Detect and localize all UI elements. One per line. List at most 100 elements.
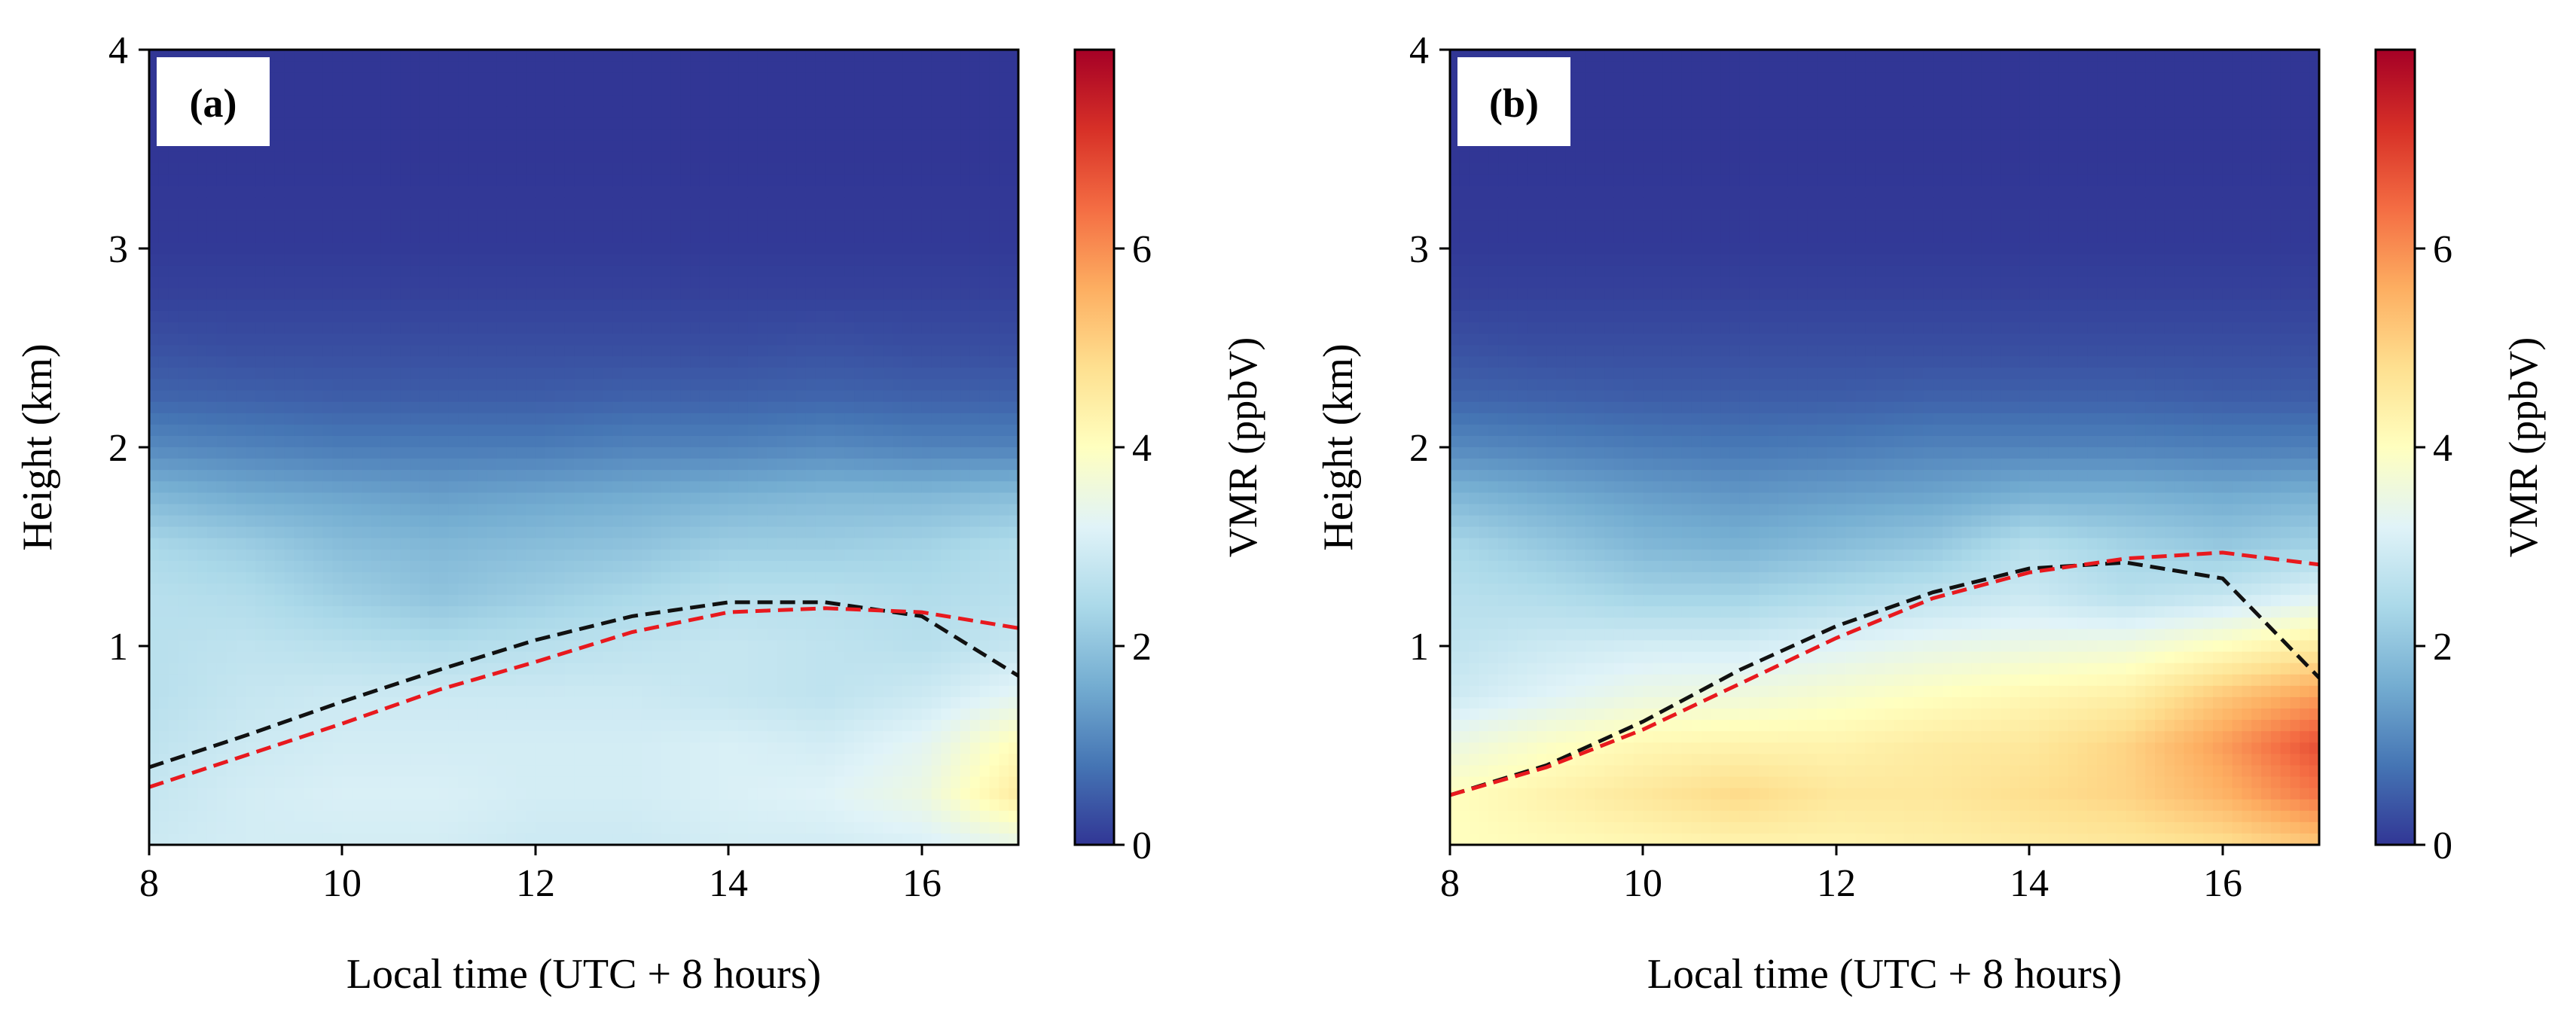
heatmap-cell — [420, 356, 430, 369]
heatmap-cell — [825, 209, 836, 221]
heatmap-cell — [728, 356, 739, 369]
heatmap-cell — [496, 470, 508, 483]
heatmap-cell — [264, 186, 276, 198]
heatmap-cell — [294, 220, 304, 233]
heatmap-cell — [738, 254, 749, 267]
heatmap-cell — [420, 571, 430, 584]
heatmap-cell — [448, 61, 459, 73]
heatmap-cell — [352, 663, 362, 675]
heatmap-cell — [526, 459, 536, 471]
heatmap-cell — [304, 209, 314, 221]
heatmap-cell — [390, 663, 401, 675]
heatmap-cell — [584, 322, 594, 334]
heatmap-cell — [979, 220, 990, 233]
heatmap-cell — [805, 470, 816, 483]
heatmap-cell — [477, 413, 488, 425]
heatmap-cell — [709, 334, 720, 346]
heatmap-cell — [641, 197, 652, 209]
heatmap-cell — [545, 435, 556, 448]
heatmap-cell — [719, 129, 730, 142]
heatmap-cell — [584, 470, 594, 483]
heatmap-cell — [969, 595, 981, 607]
heatmap-cell — [632, 186, 642, 198]
heatmap-cell — [526, 492, 536, 505]
heatmap-cell — [332, 651, 343, 664]
heatmap-cell — [178, 629, 189, 642]
heatmap-cell — [622, 571, 633, 584]
heatmap-cell — [535, 617, 546, 630]
heatmap-cell — [448, 163, 459, 175]
heatmap-cell — [149, 629, 160, 642]
heatmap-cell — [1009, 367, 1018, 380]
heatmap-cell — [400, 345, 411, 358]
heatmap-cell — [197, 470, 208, 483]
heatmap-cell — [226, 584, 237, 596]
heatmap-cell — [651, 390, 662, 403]
heatmap-cell — [767, 504, 778, 517]
heatmap-cell — [496, 276, 508, 289]
heatmap-cell — [342, 584, 353, 596]
heatmap-cell — [815, 61, 826, 73]
heatmap-cell — [612, 209, 624, 221]
heatmap-cell — [989, 151, 1000, 164]
heatmap-cell — [815, 401, 826, 414]
heatmap-cell — [487, 220, 498, 233]
heatmap-cell — [854, 424, 865, 437]
heatmap-cell — [438, 435, 450, 448]
heatmap-cell — [805, 651, 816, 664]
heatmap-cell — [622, 151, 633, 164]
heatmap-cell — [584, 651, 594, 664]
heatmap-cell — [420, 50, 430, 62]
heatmap-cell — [380, 390, 392, 403]
heatmap-cell — [506, 276, 517, 289]
heatmap-cell — [1009, 151, 1018, 164]
heatmap-cell — [236, 435, 247, 448]
heatmap-cell — [593, 571, 604, 584]
heatmap-cell — [747, 651, 758, 664]
heatmap-cell — [496, 299, 508, 312]
heatmap-cell — [815, 174, 826, 187]
heatmap-cell — [477, 629, 488, 642]
heatmap-cell — [883, 560, 894, 573]
heatmap-cell — [458, 61, 469, 73]
heatmap-cell — [216, 435, 227, 448]
heatmap-cell — [332, 231, 343, 244]
heatmap-cell — [487, 447, 498, 459]
heatmap-cell — [709, 50, 720, 62]
heatmap-cell — [883, 617, 894, 630]
heatmap-cell — [979, 640, 990, 653]
heatmap-cell — [188, 367, 198, 380]
heatmap-cell — [921, 310, 932, 323]
heatmap-cell — [747, 459, 758, 471]
heatmap-cell — [178, 526, 189, 539]
heatmap-cell — [342, 390, 353, 403]
heatmap-cell — [719, 50, 730, 62]
heatmap-cell — [941, 651, 952, 664]
heatmap-cell — [304, 459, 314, 471]
heatmap-cell — [342, 322, 353, 334]
heatmap-cell — [380, 61, 392, 73]
heatmap-cell — [400, 197, 411, 209]
heatmap-cell — [999, 435, 1009, 448]
heatmap-cell — [902, 299, 913, 312]
heatmap-cell — [178, 515, 189, 528]
heatmap-cell — [332, 413, 343, 425]
heatmap-cell — [632, 526, 642, 539]
heatmap-cell — [246, 459, 256, 471]
heatmap-cell — [1009, 299, 1018, 312]
heatmap-cell — [690, 72, 700, 85]
heatmap-cell — [902, 538, 913, 550]
heatmap-cell — [680, 197, 691, 209]
heatmap-cell — [873, 151, 884, 164]
heatmap-cell — [294, 584, 304, 596]
heatmap-cell — [931, 549, 942, 562]
heatmap-cell — [342, 674, 353, 687]
heatmap-cell — [304, 424, 314, 437]
heatmap-cell — [284, 231, 295, 244]
heatmap-cell — [844, 129, 855, 142]
heatmap-cell — [496, 447, 508, 459]
heatmap-cell — [690, 334, 700, 346]
heatmap-cell — [294, 435, 304, 448]
heatmap-cell — [960, 390, 971, 403]
heatmap-cell — [815, 140, 826, 153]
